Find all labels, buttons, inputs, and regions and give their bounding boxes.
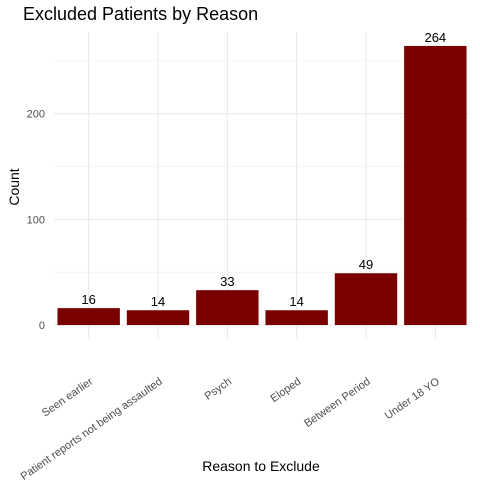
bar [334, 273, 398, 326]
x-axis-title: Reason to Exclude [202, 458, 320, 474]
data-label: 16 [81, 292, 95, 307]
data-labels: 16 14 33 14 49 264 [81, 30, 446, 309]
chart-title: Excluded Patients by Reason [23, 4, 259, 24]
x-tick-label: Seen earlier [40, 375, 96, 419]
y-axis-title: Count [6, 168, 22, 205]
x-tick-label: Between Period [302, 376, 373, 430]
bar [196, 290, 259, 326]
bar [57, 308, 120, 326]
data-label: 33 [220, 274, 234, 289]
x-tick-label: Patient reports not being assaulted [19, 376, 165, 480]
x-tick-label: Psych [203, 376, 234, 403]
bars [57, 45, 467, 326]
x-tick-label: Eloped [268, 376, 303, 405]
data-label: 14 [151, 294, 165, 309]
data-label: 14 [289, 294, 303, 309]
y-axis-ticks: 0 100 200 [27, 109, 45, 332]
x-tick-label: Under 18 YO [383, 375, 443, 422]
y-tick-label: 200 [27, 109, 45, 121]
data-label: 264 [424, 30, 446, 45]
y-tick-label: 100 [27, 214, 45, 226]
bar [404, 45, 467, 326]
bar [126, 310, 190, 326]
bar [265, 310, 328, 326]
y-tick-label: 0 [39, 320, 45, 332]
data-label: 49 [359, 257, 373, 272]
